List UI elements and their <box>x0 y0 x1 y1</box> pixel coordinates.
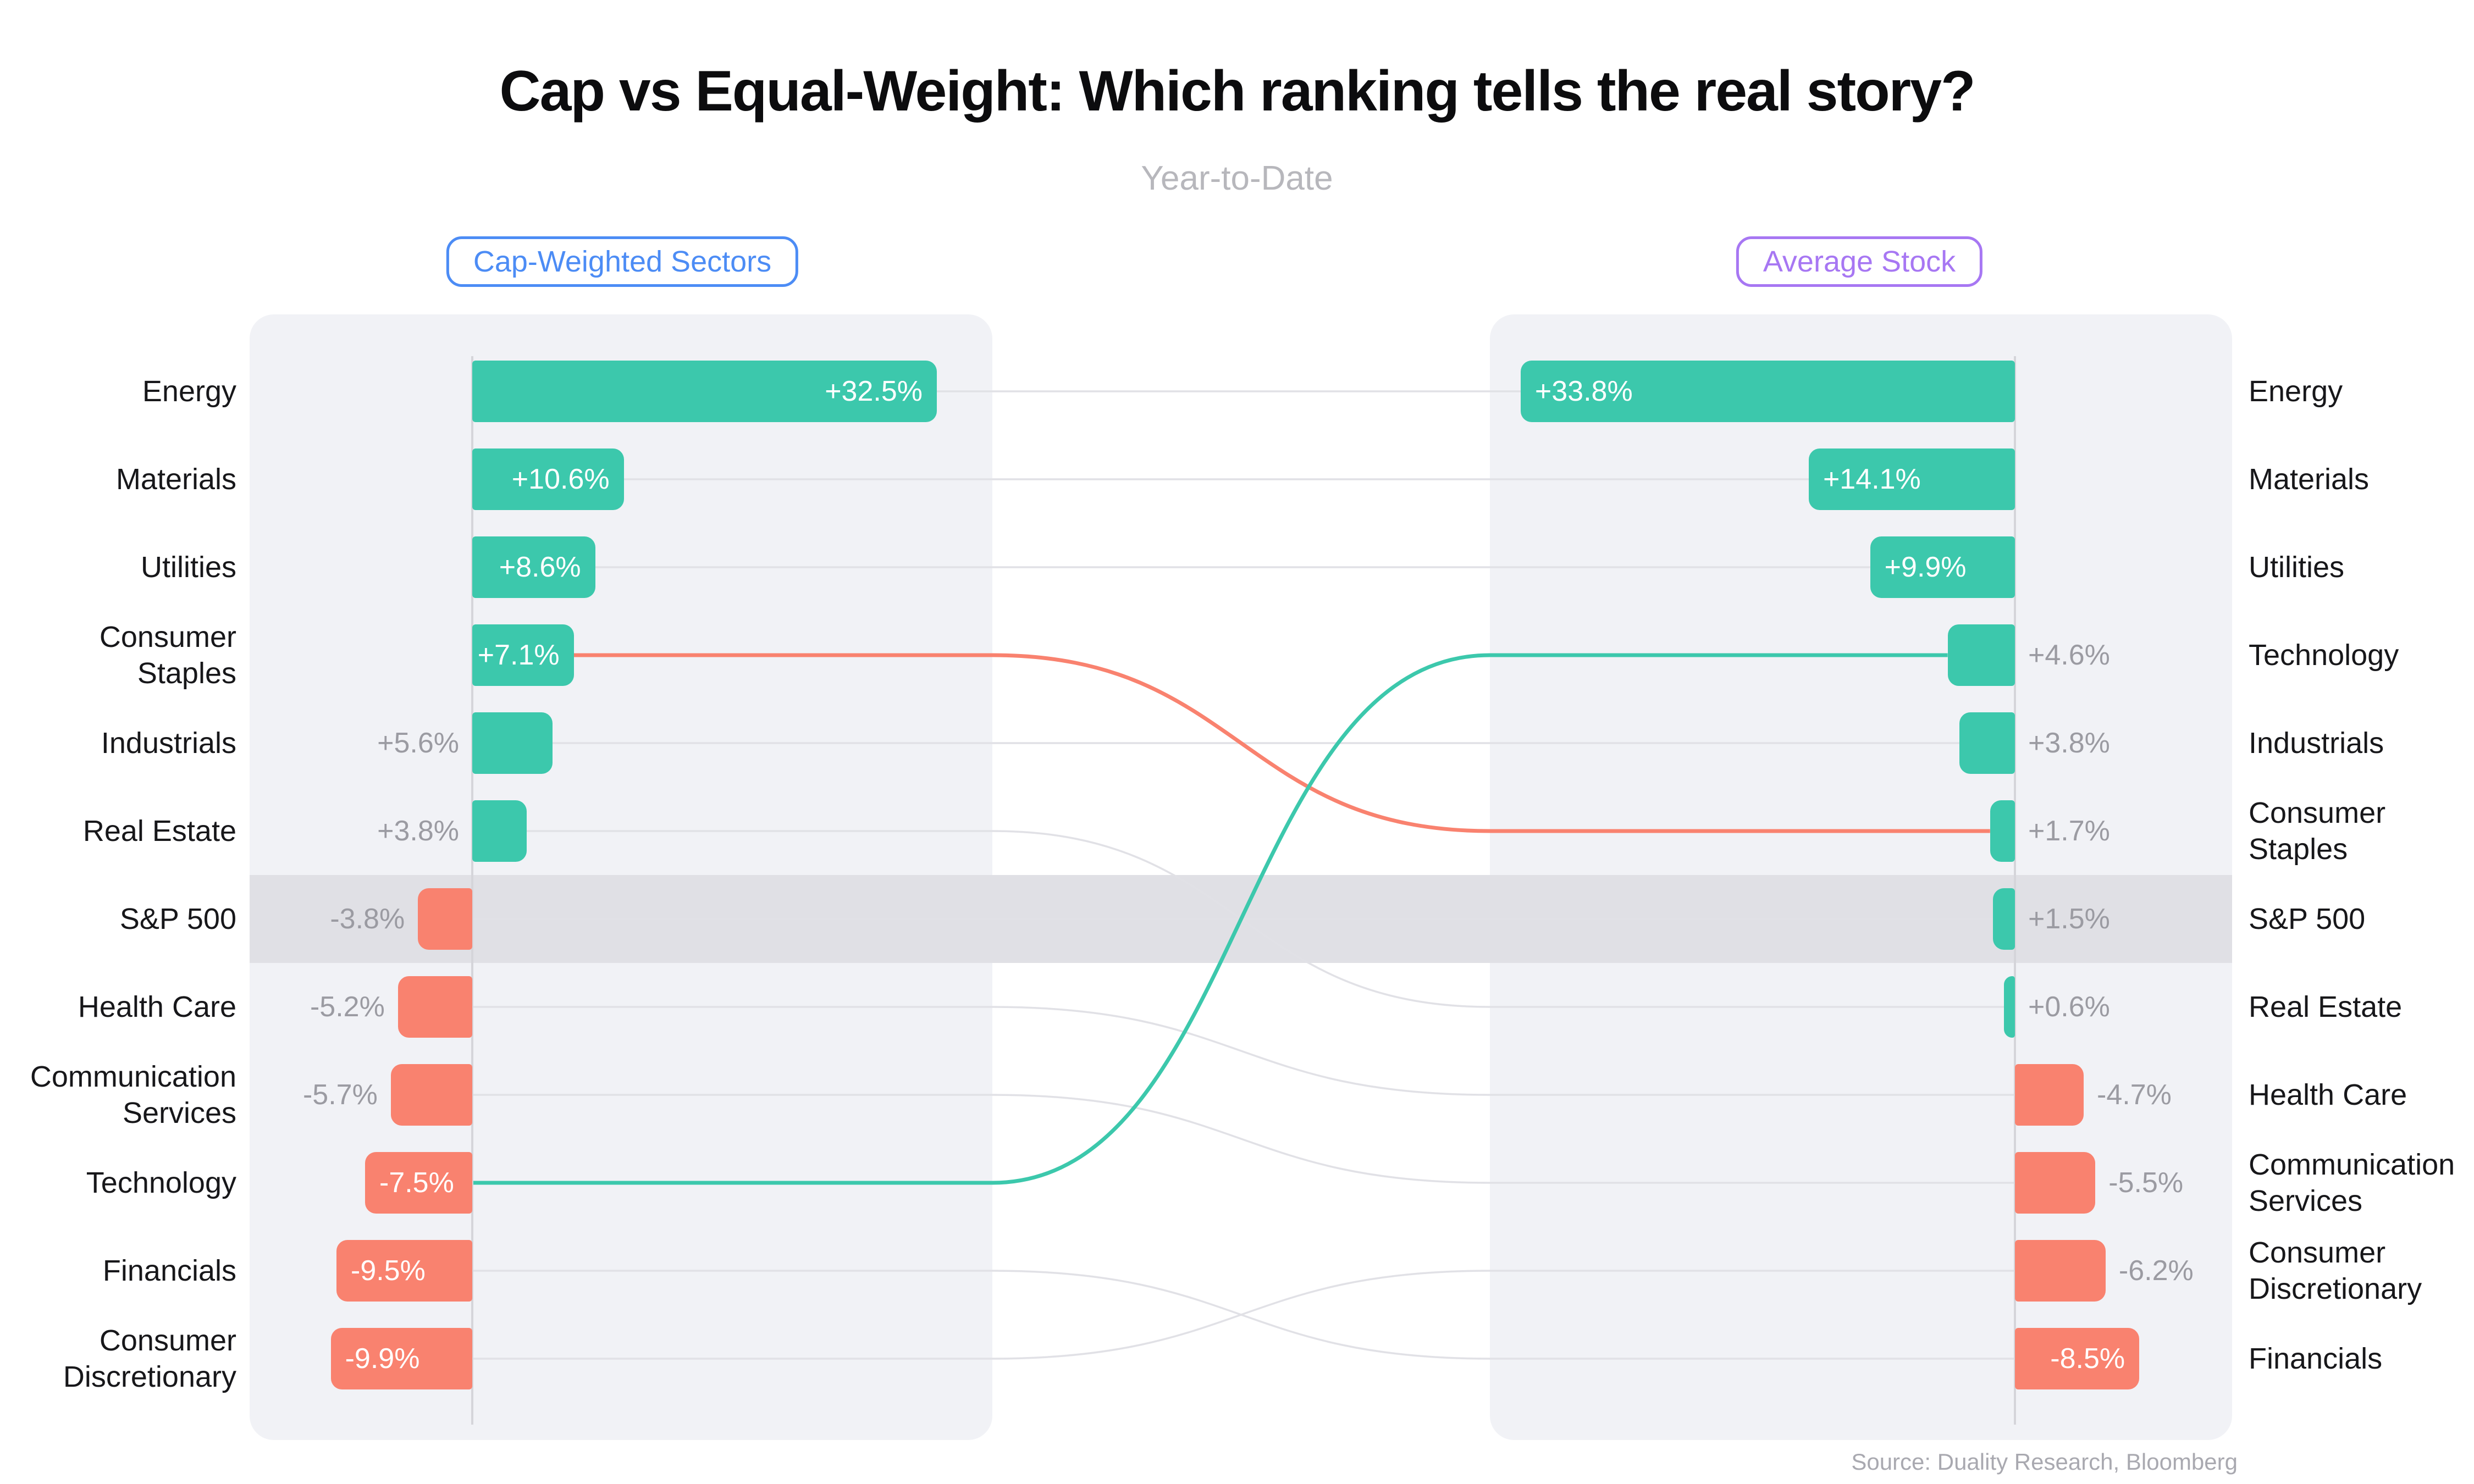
bar-communication-services-left <box>390 1064 472 1126</box>
sector-label-industrials-left: Industrials <box>101 727 236 760</box>
value-label-communication-services-right: -5.5% <box>2108 1167 2184 1199</box>
bar-energy-left <box>472 361 937 422</box>
bar-s-p-500-left <box>418 888 472 950</box>
bar-financials-left <box>336 1240 472 1302</box>
value-label-communication-services-left: -5.7% <box>302 1079 378 1111</box>
value-label-consumer-discretionary-left: -9.9% <box>345 1343 420 1375</box>
bar-industrials-right <box>1959 712 2015 774</box>
sector-label-s-p-500-left: S&P 500 <box>119 902 236 935</box>
sector-label-financials-right: Financials <box>2249 1342 2383 1375</box>
sector-label-technology-left: Technology <box>86 1166 236 1199</box>
sector-label-communication-services-left: Communication Services <box>30 1060 236 1129</box>
bar-s-p-500-right <box>1993 888 2015 950</box>
sector-label-materials-left: Materials <box>115 463 236 496</box>
bar-materials-left <box>472 448 624 510</box>
bar-consumer-discretionary-right <box>2015 1240 2106 1302</box>
sector-label-real-estate-right: Real Estate <box>2249 990 2403 1023</box>
value-label-health-care-right: -4.7% <box>2097 1079 2172 1111</box>
page-title: Cap vs Equal-Weight: Which ranking tells… <box>499 59 1976 123</box>
value-label-consumer-staples-right: +1.7% <box>2028 815 2110 847</box>
value-label-s-p-500-left: -3.8% <box>330 903 405 935</box>
sector-label-consumer-staples-left: Consumer Staples <box>99 621 236 690</box>
sector-label-materials-right: Materials <box>2249 463 2370 496</box>
bar-materials-right <box>1808 448 2015 510</box>
bar-utilities-left <box>472 536 595 598</box>
rank-link-technology <box>472 653 1948 1185</box>
value-label-financials-left: -9.5% <box>351 1255 426 1287</box>
rank-link-consumer-staples <box>573 653 1990 833</box>
rank-link-health-care <box>472 1006 2015 1096</box>
rank-link-communication-services <box>472 1094 2015 1184</box>
value-label-industrials-left: +5.6% <box>377 727 459 759</box>
bar-energy-right <box>1520 361 2015 422</box>
bar-financials-right <box>2015 1328 2140 1389</box>
value-label-utilities-left: +8.6% <box>499 551 581 583</box>
page-subtitle: Year-to-Date <box>1141 159 1333 197</box>
value-label-real-estate-right: +0.6% <box>2028 991 2110 1023</box>
sector-label-health-care-right: Health Care <box>2249 1078 2407 1111</box>
bar-communication-services-right <box>2015 1152 2096 1214</box>
sector-label-consumer-discretionary-left: Consumer Discretionary <box>63 1324 236 1393</box>
rank-link-consumer-discretionary <box>472 1270 2015 1360</box>
value-label-financials-right: -8.5% <box>2050 1343 2125 1375</box>
value-label-materials-right: +14.1% <box>1823 463 1921 495</box>
sector-label-health-care-left: Health Care <box>78 990 236 1023</box>
sector-label-industrials-right: Industrials <box>2249 727 2384 760</box>
bar-consumer-discretionary-left <box>330 1328 472 1389</box>
value-label-consumer-staples-left: +7.1% <box>477 639 560 671</box>
cap-weighted-badge[interactable]: Cap-Weighted Sectors <box>446 236 799 287</box>
sector-label-real-estate-left: Real Estate <box>82 815 236 848</box>
sector-label-energy-right: Energy <box>2249 375 2343 408</box>
value-label-technology-left: -7.5% <box>379 1167 454 1199</box>
value-label-energy-right: +33.8% <box>1534 375 1633 407</box>
sector-label-financials-left: Financials <box>102 1254 236 1287</box>
left-axis-line <box>471 356 473 1425</box>
bar-utilities-right <box>1870 536 2015 598</box>
value-label-materials-left: +10.6% <box>511 463 610 495</box>
value-label-utilities-right: +9.9% <box>1884 551 1967 583</box>
value-label-energy-left: +32.5% <box>825 375 923 407</box>
sector-label-consumer-staples-right: Consumer Staples <box>2249 796 2386 866</box>
bar-real-estate-right <box>2004 976 2015 1038</box>
bar-consumer-staples-right <box>1990 800 2015 862</box>
sector-label-consumer-discretionary-right: Consumer Discretionary <box>2249 1236 2422 1305</box>
right-axis-line <box>2014 356 2016 1425</box>
average-stock-badge[interactable]: Average Stock <box>1736 236 1983 287</box>
bar-technology-left <box>365 1152 472 1214</box>
bar-consumer-staples-left <box>472 624 574 686</box>
bar-health-care-left <box>397 976 472 1038</box>
sector-label-utilities-left: Utilities <box>140 551 236 584</box>
value-label-health-care-left: -5.2% <box>310 991 385 1023</box>
sector-label-utilities-right: Utilities <box>2249 551 2345 584</box>
sector-label-s-p-500-right: S&P 500 <box>2249 902 2366 935</box>
value-label-consumer-discretionary-right: -6.2% <box>2118 1255 2194 1287</box>
value-label-industrials-right: +3.8% <box>2028 727 2110 759</box>
bar-technology-right <box>1947 624 2015 686</box>
value-label-real-estate-left: +3.8% <box>377 815 459 847</box>
value-label-technology-right: +4.6% <box>2028 639 2110 671</box>
sector-label-communication-services-right: Communication Services <box>2249 1148 2455 1217</box>
sector-label-energy-left: Energy <box>142 375 236 408</box>
bar-health-care-right <box>2015 1064 2084 1126</box>
bar-real-estate-left <box>472 800 527 862</box>
sector-label-technology-right: Technology <box>2249 639 2399 672</box>
value-label-s-p-500-right: +1.5% <box>2028 903 2110 935</box>
source-note: Source: Duality Research, Bloomberg <box>1851 1449 2238 1475</box>
bar-industrials-left <box>472 712 553 774</box>
